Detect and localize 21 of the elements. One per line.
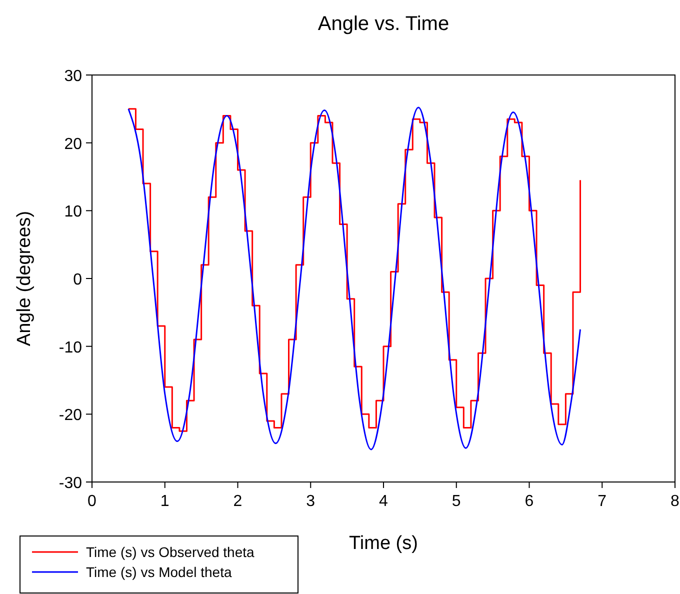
x-tick-label: 4 [379, 493, 388, 510]
legend-label: Time (s) vs Model theta [86, 564, 232, 580]
y-tick-label: -10 [58, 339, 82, 356]
y-tick-label: -20 [58, 407, 82, 424]
x-tick-label: 2 [233, 493, 242, 510]
x-tick-label: 0 [88, 493, 97, 510]
y-tick-label: 30 [64, 68, 82, 85]
x-tick-label: 1 [160, 493, 170, 510]
y-tick-label: 10 [64, 204, 82, 221]
x-tick-label: 5 [452, 493, 461, 510]
y-axis-title: Angle (degrees) [14, 210, 35, 346]
x-tick-label: 6 [524, 493, 534, 510]
x-tick-label: 8 [670, 493, 680, 510]
chart-title: Angle vs. Time [318, 13, 450, 35]
x-tick-label: 3 [306, 493, 316, 510]
x-tick-label: 7 [598, 493, 607, 510]
y-tick-label: 0 [73, 272, 82, 288]
y-tick-label: -30 [58, 475, 82, 492]
y-tick-label: 20 [64, 136, 82, 153]
legend-label: Time (s) vs Observed theta [86, 544, 255, 560]
x-axis-title: Time (s) [349, 533, 418, 554]
